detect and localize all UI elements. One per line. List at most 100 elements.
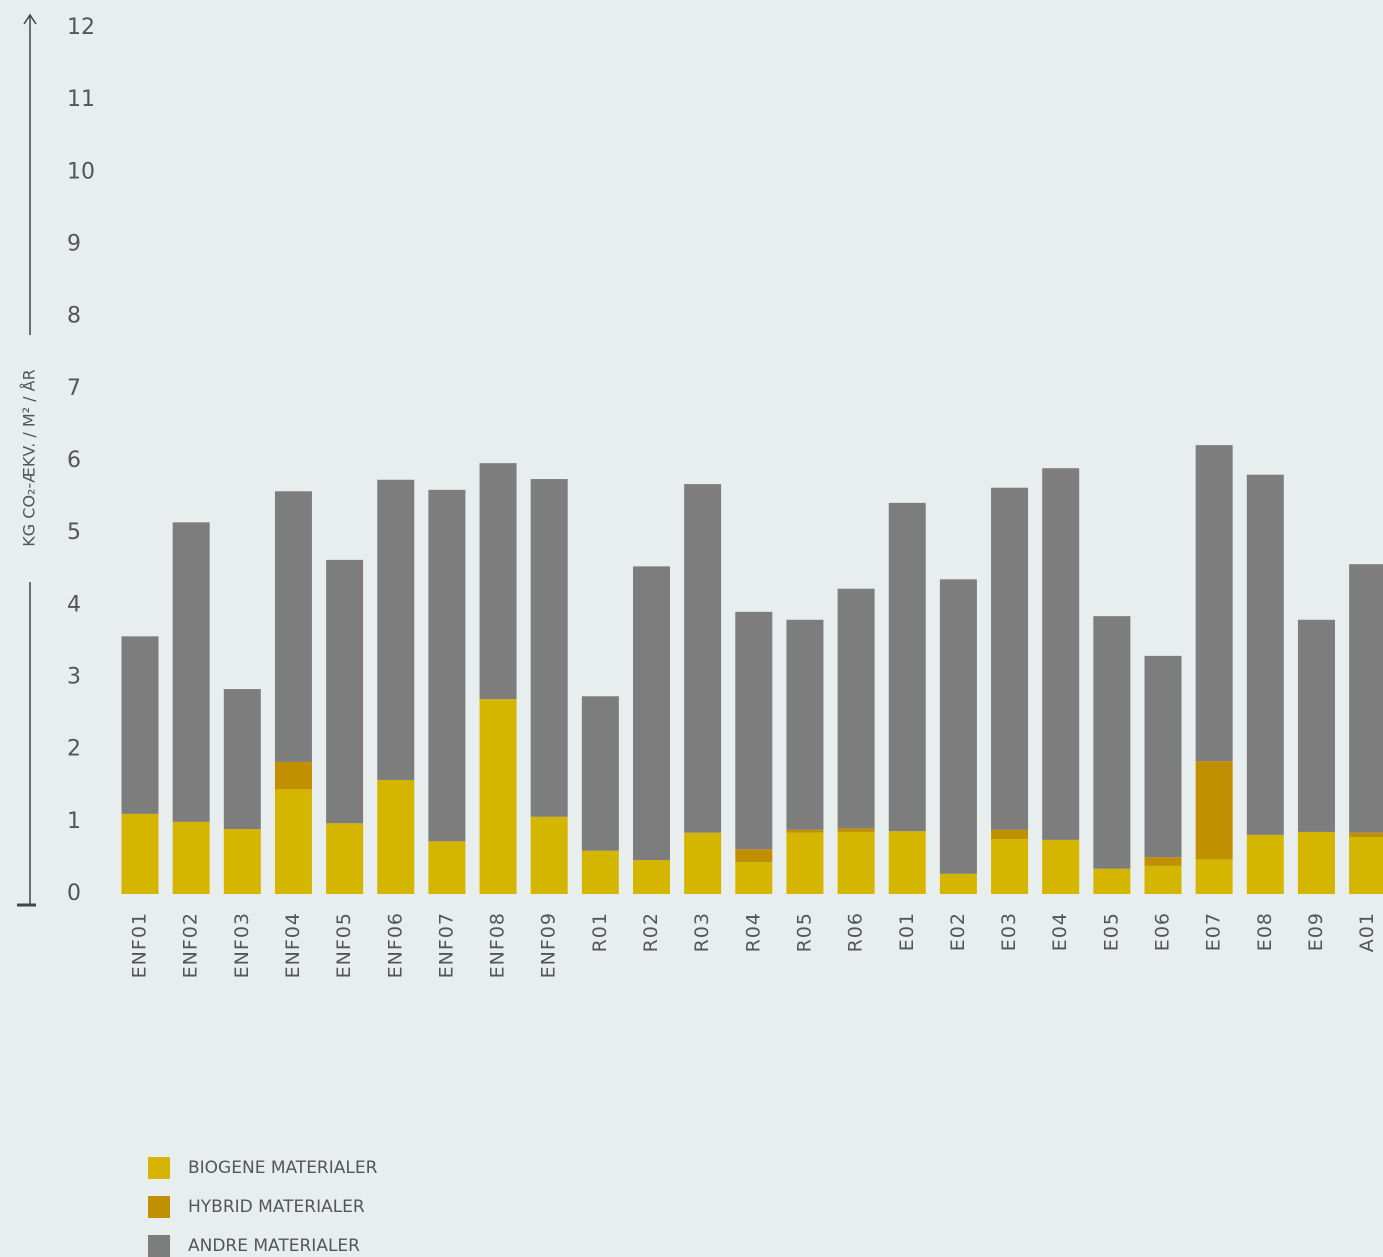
y-tick-label: 2 (67, 737, 81, 762)
legend-label: HYBRID MATERIALER (188, 1197, 365, 1217)
x-tick-label: ENF06 (384, 912, 406, 978)
bar-segment (581, 850, 619, 894)
bar-segment (837, 828, 875, 832)
x-tick-label: E01 (896, 912, 918, 951)
bar-segment (1195, 761, 1233, 860)
bar-segment (1349, 832, 1383, 837)
bar-segment (1195, 445, 1233, 762)
y-axis-label: KG CO₂-ÆKV. / M² / ÅR (20, 369, 39, 546)
y-tick-label: 9 (67, 232, 81, 257)
bar-segment (1144, 655, 1182, 858)
bar-segment (326, 823, 364, 894)
bar-segment (939, 579, 977, 874)
bar-segment (888, 831, 926, 894)
bar-segment (786, 619, 824, 830)
y-tick-label: 7 (67, 376, 81, 401)
x-tick-label: A01 (1356, 912, 1378, 952)
bar-segment (735, 611, 773, 850)
bar-segment (172, 522, 210, 822)
bar-segment (1297, 619, 1335, 832)
x-tick-label: R05 (793, 912, 815, 952)
bar-segment (837, 831, 875, 894)
x-tick-label: ENF03 (231, 912, 253, 978)
y-axis-arrow (23, 13, 37, 25)
x-tick-label: R02 (640, 912, 662, 952)
bar-segment (274, 491, 312, 762)
bar-segment (633, 566, 670, 861)
bar-segment (428, 841, 466, 894)
bar-segment (837, 588, 875, 829)
bar-segment (530, 816, 568, 894)
bar-segment (1349, 836, 1383, 894)
legend-swatch (148, 1235, 170, 1257)
bar-segment (223, 689, 261, 830)
bar-segment (377, 779, 415, 894)
bar-segment (1093, 616, 1131, 869)
bar-segment (223, 829, 261, 894)
bar-segment (479, 463, 517, 700)
legend-label: BIOGENE MATERIALER (188, 1158, 378, 1178)
bar-segment (1246, 474, 1284, 835)
x-tick-label: ENF08 (487, 912, 509, 978)
bar-segment (428, 489, 466, 842)
bar-segment (479, 699, 517, 894)
bar-segment (377, 479, 415, 780)
x-tick-label: ENF07 (435, 912, 457, 978)
x-tick-label: E05 (1100, 912, 1122, 951)
x-tick-label: E02 (947, 912, 969, 951)
legend-swatch (148, 1157, 170, 1179)
bar-segment (735, 849, 773, 863)
bar-segment (1144, 857, 1182, 866)
bar-segment (633, 860, 670, 894)
bar-segment (172, 821, 210, 894)
bar-segment (1349, 564, 1383, 833)
x-tick-label: E06 (1152, 912, 1174, 951)
bar-segment (735, 862, 773, 894)
x-tick-label: E07 (1203, 912, 1225, 951)
bar-segment (786, 829, 824, 833)
y-tick-label: 0 (67, 881, 81, 906)
bar-segment (121, 636, 159, 814)
bar-segment (581, 696, 619, 851)
bar-segment (326, 559, 364, 824)
bar-segment (786, 832, 824, 894)
bar-segment (1144, 865, 1182, 894)
x-tick-label: R03 (691, 912, 713, 952)
x-tick-label: ENF04 (282, 912, 304, 978)
y-tick-label: 1 (67, 809, 81, 834)
y-tick-label: 4 (67, 592, 81, 617)
bar-segment (991, 839, 1029, 894)
bar-segment (1246, 834, 1284, 894)
bar-segment (274, 761, 312, 790)
legend-label: ANDRE MATERIALER (188, 1236, 360, 1256)
x-tick-label: R06 (845, 912, 867, 952)
x-tick-label: ENF01 (129, 912, 151, 978)
bar-segment (121, 813, 159, 894)
bar-segment (991, 829, 1029, 840)
bar-segment (1042, 468, 1080, 840)
bar-segment (1297, 831, 1335, 894)
y-tick-label: 12 (67, 15, 95, 40)
y-tick-label: 3 (67, 665, 81, 690)
x-tick-label: E03 (998, 912, 1020, 951)
x-tick-label: ENF02 (180, 912, 202, 978)
bar-segment (991, 487, 1029, 830)
x-tick-label: E08 (1254, 912, 1276, 951)
bar-segment (939, 873, 977, 894)
x-tick-label: R04 (742, 912, 764, 952)
bar-segment (1042, 839, 1080, 894)
y-tick-label: 11 (67, 87, 95, 112)
bar-segment (530, 479, 568, 817)
bar-segment (888, 502, 926, 832)
y-tick-label: 5 (67, 520, 81, 545)
bar-segment (1195, 859, 1233, 894)
y-tick-label: 8 (67, 304, 81, 329)
x-tick-label: ENF05 (333, 912, 355, 978)
x-tick-label: E09 (1305, 912, 1327, 951)
legend-swatch (148, 1196, 170, 1218)
x-tick-label: ENF09 (538, 912, 560, 978)
bar-segment (274, 789, 312, 894)
y-tick-label: 6 (67, 448, 81, 473)
y-tick-label: 10 (67, 159, 95, 184)
